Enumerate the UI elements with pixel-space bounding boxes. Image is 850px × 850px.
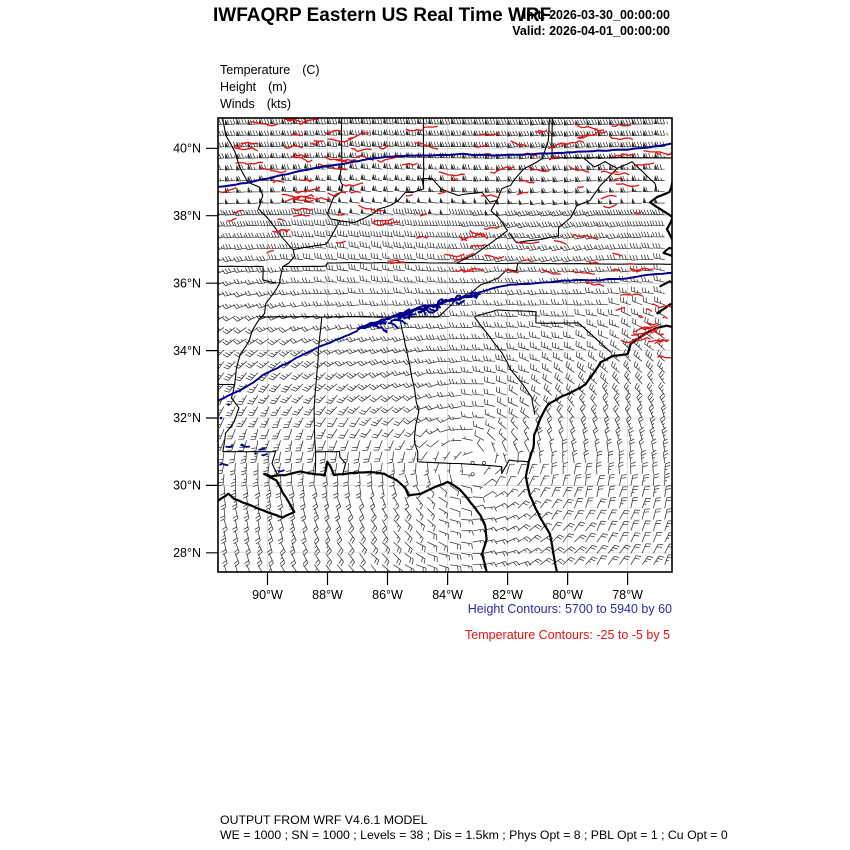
- lat-tick-label: 30°N: [173, 479, 201, 493]
- lon-tick-label: 82°W: [492, 588, 523, 602]
- latlon-gridlines: [218, 118, 672, 572]
- legend-height-name: Height: [220, 80, 257, 94]
- legend-height: Height (m): [220, 79, 320, 96]
- lon-tick-label: 80°W: [552, 588, 583, 602]
- footer-model-line: OUTPUT FROM WRF V4.6.1 MODEL: [220, 813, 428, 827]
- plot-title: IWFAQRP Eastern US Real Time WRF: [213, 5, 552, 26]
- lat-tick-label: 34°N: [173, 344, 201, 358]
- legend-temperature-name: Temperature: [220, 63, 291, 77]
- longitude-labels: 90°W 88°W 86°W 84°W 82°W 80°W 78°W: [252, 588, 643, 602]
- lon-tick-label: 84°W: [432, 588, 463, 602]
- state-borders: [218, 118, 672, 476]
- lat-tick-label: 40°N: [173, 142, 201, 156]
- lon-tick-label: 88°W: [312, 588, 343, 602]
- field-legend: Temperature (C) Height (m) Winds (kts): [220, 62, 320, 113]
- lat-tick-label: 36°N: [173, 276, 201, 290]
- legend-winds-unit: (kts): [266, 97, 292, 111]
- lon-tick-label: 86°W: [372, 588, 403, 602]
- lat-tick-label: 32°N: [173, 411, 201, 425]
- temperature-contour-caption: Temperature Contours: -25 to -5 by 5: [465, 628, 670, 642]
- legend-temperature-unit: (C): [302, 63, 320, 77]
- model-footer: OUTPUT FROM WRF V4.6.1 MODEL WE = 1000 ;…: [220, 813, 728, 842]
- map-frame: [217, 117, 673, 573]
- coastlines: [218, 178, 672, 572]
- lat-tick-label: 38°N: [173, 209, 201, 223]
- lat-tick-label: 28°N: [173, 546, 201, 560]
- height-contour-caption: Height Contours: 5700 to 5940 by 60: [467, 602, 672, 616]
- legend-winds-name: Winds: [220, 97, 255, 111]
- valid-time: Valid: 2026-04-01_00:00:00: [512, 24, 670, 38]
- legend-winds: Winds (kts): [220, 96, 320, 113]
- height-contours: [218, 142, 672, 473]
- axis-ticks: [206, 147, 629, 585]
- footer-config-line: WE = 1000 ; SN = 1000 ; Levels = 38 ; Di…: [220, 827, 728, 842]
- legend-height-unit: (m): [268, 80, 287, 94]
- wind-barbs: [218, 118, 672, 572]
- lon-tick-label: 90°W: [252, 588, 283, 602]
- init-time: Init: 2026-03-30_00:00:00: [522, 8, 670, 22]
- latitude-labels: 40°N 38°N 36°N 34°N 32°N 30°N 28°N: [173, 142, 201, 561]
- run-times: Init: 2026-03-30_00:00:00 Valid: 2026-04…: [512, 7, 670, 39]
- legend-temperature: Temperature (C): [220, 62, 320, 79]
- lon-tick-label: 78°W: [612, 588, 643, 602]
